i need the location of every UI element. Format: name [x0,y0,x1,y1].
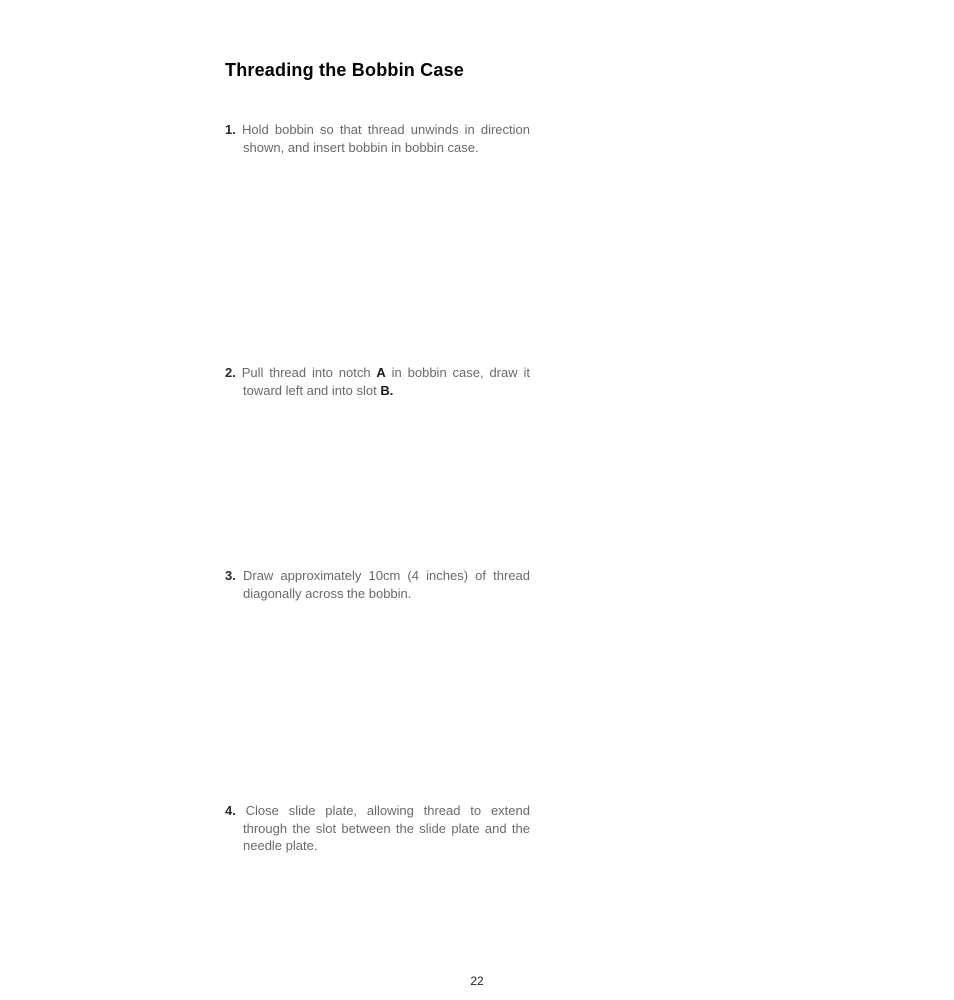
instruction-step-3: 3. Draw approximately 10cm (4 inches) of… [225,567,530,602]
step-bold-b: B. [380,383,393,398]
instruction-step-1: 1. Hold bobbin so that thread unwinds in… [225,121,530,156]
instruction-step-2: 2. Pull thread into notch A in bobbin ca… [225,364,530,399]
step-text-prefix: Pull thread into notch [242,365,377,380]
step-bold-a: A [376,365,385,380]
page-number: 22 [0,974,954,988]
content-column: Threading the Bobbin Case 1. Hold bobbin… [225,60,530,855]
step-number: 1. [225,122,236,137]
step-number: 2. [225,365,236,380]
page-title: Threading the Bobbin Case [225,60,530,81]
step-text: Hold bobbin so that thread unwinds in di… [242,122,530,155]
step-text: Close slide plate, allowing thread to ex… [243,803,530,853]
step-number: 3. [225,568,236,583]
instruction-step-4: 4. Close slide plate, allowing thread to… [225,802,530,855]
manual-page: Threading the Bobbin Case 1. Hold bobbin… [0,0,954,1000]
step-number: 4. [225,803,236,818]
step-text: Draw approximately 10cm (4 inches) of th… [243,568,530,601]
